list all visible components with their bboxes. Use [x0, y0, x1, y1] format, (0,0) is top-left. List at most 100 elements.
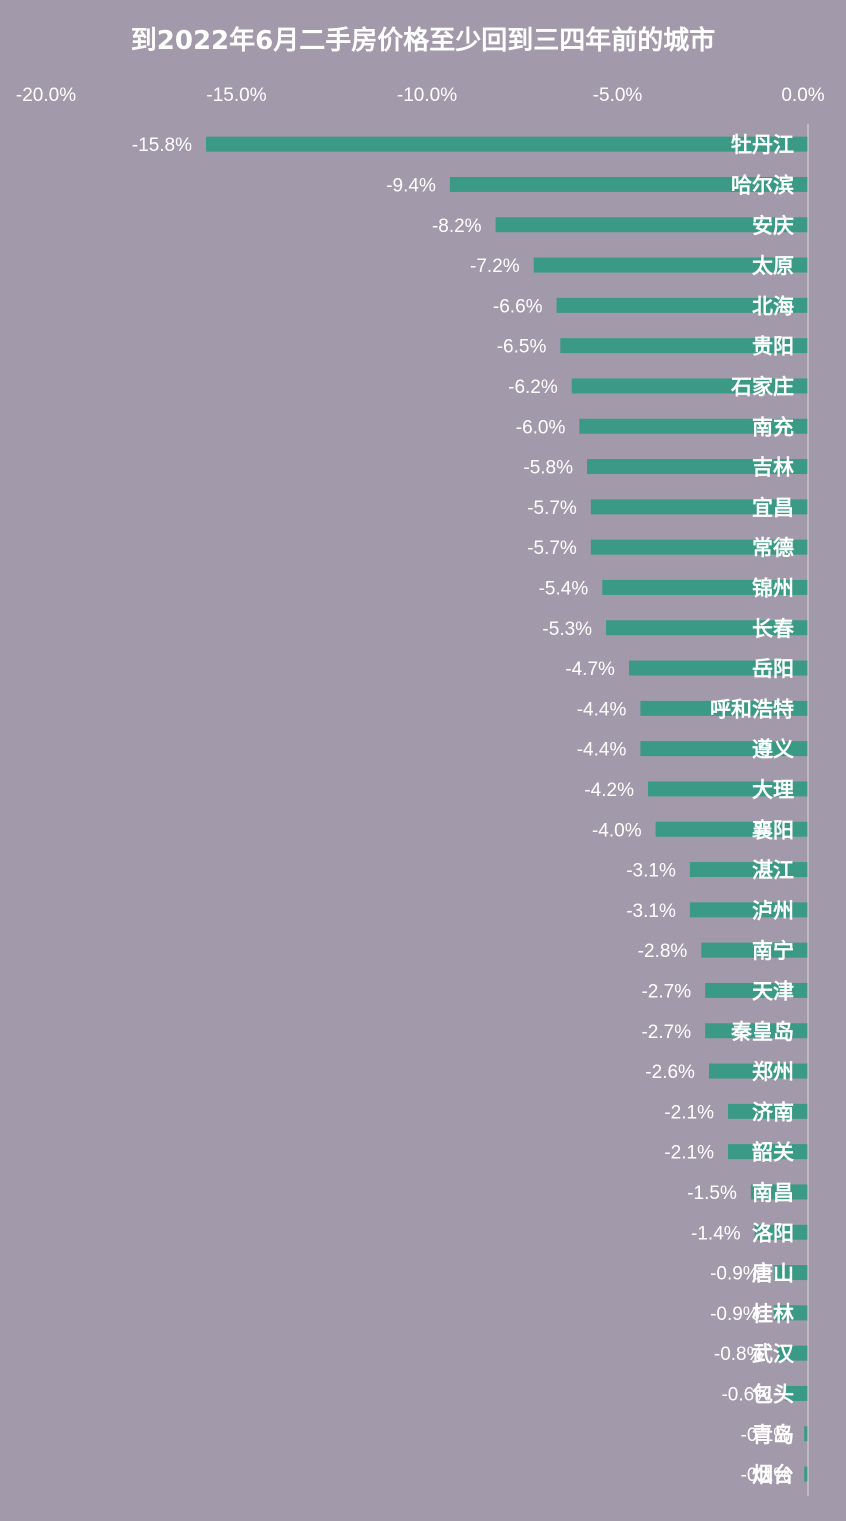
bar	[773, 1305, 808, 1321]
x-tick-label: -15.0%	[206, 85, 266, 106]
bar	[628, 660, 808, 676]
bar	[705, 982, 808, 998]
bar	[804, 1466, 808, 1482]
bar-value-label: -2.1%	[664, 1143, 714, 1164]
bar-value-label: -0.8%	[714, 1344, 764, 1365]
x-tick-label: -10.0%	[397, 85, 457, 106]
bar-value-label: -5.3%	[542, 619, 592, 640]
bar	[689, 902, 808, 918]
bar-value-label: -0.9%	[710, 1264, 760, 1285]
category-label: 韶关	[752, 1141, 794, 1165]
category-label: 济南	[752, 1100, 794, 1124]
bar	[708, 1063, 808, 1079]
bar	[655, 821, 808, 837]
bar-value-label: -0.6%	[721, 1384, 771, 1405]
bar	[727, 1103, 808, 1119]
bar-value-label: -6.0%	[516, 417, 566, 438]
category-label: 秦皇岛	[730, 1020, 794, 1044]
category-label: 呼和浩特	[710, 697, 794, 721]
category-label: 遵义	[752, 738, 794, 762]
category-label: 襄阳	[751, 818, 794, 842]
bar	[449, 176, 808, 192]
bar-value-label: -6.5%	[497, 337, 547, 358]
bar	[533, 257, 808, 273]
bar	[640, 700, 808, 716]
category-label: 北海	[752, 294, 794, 318]
bar	[587, 459, 808, 475]
x-tick-label: -20.0%	[16, 85, 76, 106]
category-label: 烟台	[752, 1463, 794, 1487]
bar	[754, 1224, 808, 1240]
bar-value-label: -8.2%	[432, 216, 482, 237]
bar-value-label: -9.4%	[386, 175, 436, 196]
bar-value-label: -0.1%	[741, 1425, 791, 1446]
bar	[602, 579, 808, 595]
bar	[606, 620, 808, 636]
bar	[750, 1184, 808, 1200]
category-label: 泸州	[752, 899, 794, 923]
category-label: 宜昌	[752, 496, 794, 520]
bar-value-label: -2.6%	[645, 1062, 695, 1083]
category-label: 牡丹江	[731, 133, 794, 157]
bar-value-label: -1.5%	[687, 1183, 737, 1204]
bar	[579, 418, 808, 434]
bar	[785, 1385, 808, 1401]
category-label: 郑州	[752, 1060, 794, 1084]
bar	[556, 297, 808, 313]
bar	[206, 136, 808, 152]
bar	[590, 499, 808, 515]
category-label: 南昌	[752, 1181, 794, 1205]
bar	[804, 1426, 808, 1442]
bar-value-label: -5.7%	[527, 538, 577, 559]
category-label: 唐山	[752, 1262, 794, 1286]
category-label: 太原	[752, 254, 794, 278]
bar-value-label: -2.1%	[664, 1102, 714, 1123]
category-label: 岳阳	[752, 657, 794, 681]
bar	[705, 1023, 808, 1039]
bar-value-label: -2.8%	[638, 941, 688, 962]
bar-value-label: -5.8%	[523, 458, 573, 479]
bar	[590, 539, 808, 555]
category-label: 青岛	[752, 1423, 794, 1447]
category-label: 包头	[752, 1382, 794, 1406]
category-label: 南宁	[752, 939, 794, 963]
bar-value-label: -0.9%	[710, 1304, 760, 1325]
bar-value-label: -7.2%	[470, 256, 520, 277]
bar-value-label: -15.8%	[132, 135, 192, 156]
category-label: 哈尔滨	[731, 173, 794, 197]
bar-value-label: -4.4%	[577, 699, 627, 720]
category-label: 大理	[752, 778, 794, 802]
bar-value-label: -6.2%	[508, 377, 558, 398]
bar-value-label: -2.7%	[641, 981, 691, 1002]
bar	[560, 338, 808, 354]
category-label: 桂林	[751, 1302, 794, 1326]
x-tick-label: -5.0%	[593, 85, 643, 106]
chart-title: 到2022年6月二手房价格至少回到三四年前的城市	[130, 26, 716, 56]
bar	[689, 862, 808, 878]
category-label: 湛江	[752, 859, 794, 883]
bar	[727, 1144, 808, 1160]
bar-value-label: -6.6%	[493, 296, 543, 317]
category-label: 洛阳	[752, 1221, 794, 1245]
bar-value-label: -4.0%	[592, 820, 642, 841]
bar	[571, 378, 808, 394]
bar-value-label: -5.7%	[527, 498, 577, 519]
category-label: 常德	[752, 536, 794, 560]
bar-value-label: -4.7%	[565, 659, 615, 680]
category-label: 石家庄	[730, 375, 794, 399]
bar-value-label: -0.1%	[741, 1465, 791, 1486]
x-tick-label: 0.0%	[781, 85, 824, 106]
bar	[640, 741, 808, 757]
bar-value-label: -5.4%	[539, 578, 589, 599]
bar-value-label: -4.4%	[577, 740, 627, 761]
bar-value-label: -1.4%	[691, 1223, 741, 1244]
bar	[777, 1345, 808, 1361]
category-label: 南充	[752, 415, 794, 439]
category-label: 武汉	[752, 1342, 795, 1366]
category-label: 贵阳	[752, 335, 794, 359]
bar-value-label: -4.2%	[584, 780, 634, 801]
bar-value-label: -3.1%	[626, 861, 676, 882]
bar	[701, 942, 808, 958]
